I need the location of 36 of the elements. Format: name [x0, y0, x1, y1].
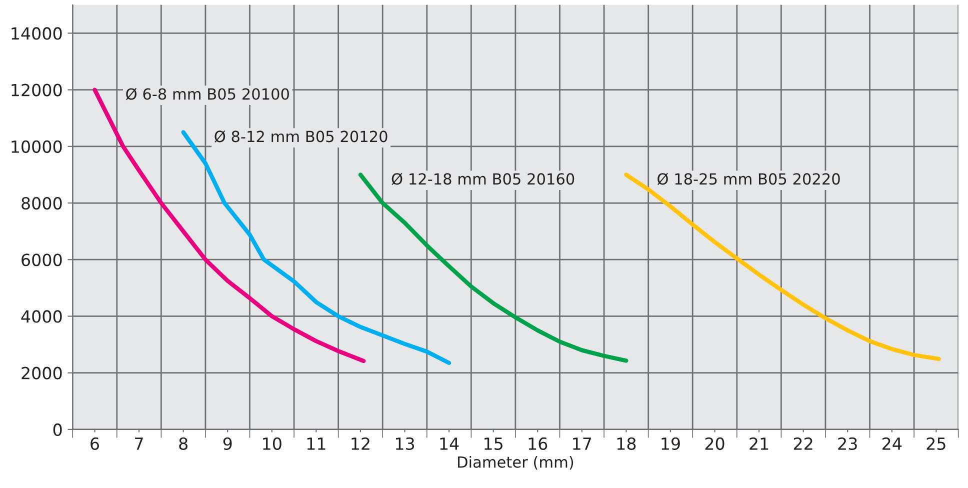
series-label: Ø 6-8 mm B05 20100: [126, 88, 289, 100]
line-series: [624, 172, 941, 362]
x-tick-label: 7: [135, 438, 143, 450]
y-tick-label: 8000: [22, 196, 62, 210]
y-tick-label: 12000: [12, 84, 62, 96]
x-tick-label: 20: [705, 437, 724, 450]
x-tick-label: 24: [882, 437, 902, 450]
y-tick-label: 14000: [12, 27, 62, 40]
x-tick-label: 17: [573, 438, 592, 450]
x-tick-label: 18: [617, 437, 636, 450]
series-label: Ø 18-25 mm B05 20220: [657, 172, 840, 185]
x-tick-label: 9: [223, 437, 232, 450]
x-axis-title: Diameter (mm): [458, 456, 574, 470]
x-tick-label: 13: [396, 437, 414, 450]
x-tick-label: 19: [662, 437, 680, 450]
y-tick-label: 0: [53, 423, 62, 436]
x-tick-label: 16: [528, 437, 548, 450]
series-label: Ø 8-12 mm B05 20120: [214, 130, 388, 143]
x-tick-label: 25: [926, 437, 946, 450]
x-tick-label: 11: [307, 438, 326, 450]
y-tick-label: 2000: [22, 366, 62, 380]
x-tick-label: 14: [440, 438, 459, 450]
line-series: [181, 130, 452, 366]
x-tick-label: 10: [263, 437, 282, 450]
x-tick-label: 12: [352, 437, 370, 450]
line-series: [358, 172, 628, 363]
y-tick-label: 10000: [12, 140, 62, 153]
x-tick-label: 22: [794, 437, 812, 450]
x-tick-label: 23: [838, 437, 857, 450]
x-tick-label: 15: [484, 438, 502, 450]
x-tick-label: 8: [179, 437, 188, 450]
x-tick-label: 6: [90, 437, 99, 450]
x-tick-label: 21: [750, 437, 768, 450]
y-tick-label: 4000: [21, 310, 62, 323]
series-label: Ø 12-18 mm B05 20160: [392, 172, 574, 185]
y-tick-label: 6000: [22, 254, 62, 266]
